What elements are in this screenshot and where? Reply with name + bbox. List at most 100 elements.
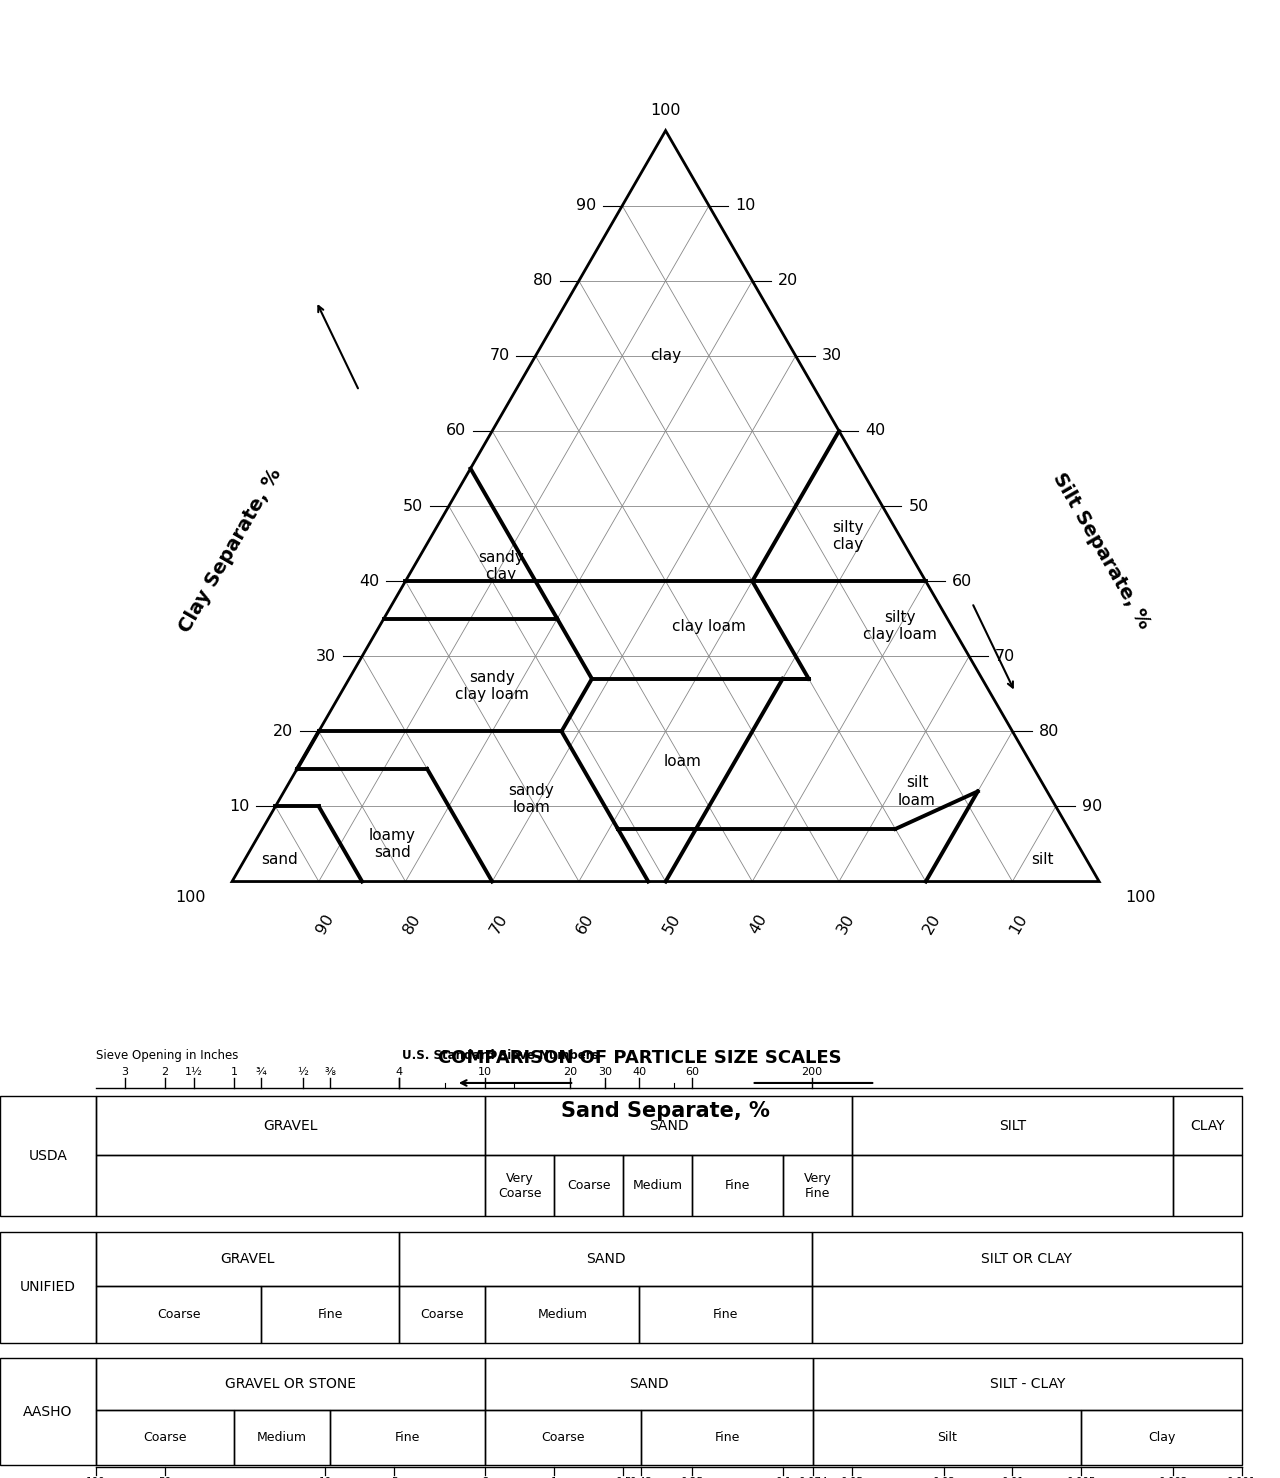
Text: 100: 100 (175, 890, 206, 905)
Text: clay: clay (650, 349, 681, 364)
Text: 90: 90 (576, 198, 596, 213)
Bar (485, 1358, 813, 1410)
Bar (485, 1097, 852, 1156)
Bar (640, 1410, 813, 1465)
Text: Coarse: Coarse (143, 1431, 187, 1444)
Text: 30: 30 (598, 1067, 612, 1077)
Text: 20: 20 (920, 912, 943, 937)
Bar (485, 1410, 640, 1465)
Text: 90: 90 (314, 912, 337, 937)
Text: 1½: 1½ (184, 1067, 202, 1077)
Bar (485, 1156, 554, 1216)
Text: SAND: SAND (630, 1377, 669, 1391)
Text: 80: 80 (532, 273, 553, 288)
Text: 40: 40 (360, 573, 379, 588)
Bar (812, 1286, 1242, 1344)
Text: 80: 80 (1038, 724, 1059, 739)
Text: 70: 70 (995, 649, 1015, 664)
Text: ⅜: ⅜ (325, 1067, 335, 1077)
Bar (852, 1097, 1172, 1156)
Text: 40: 40 (865, 424, 886, 439)
Text: CLAY: CLAY (1190, 1119, 1225, 1134)
Text: 90: 90 (1082, 800, 1102, 814)
Text: 2: 2 (161, 1067, 169, 1077)
Text: Fine: Fine (317, 1308, 343, 1321)
Text: 30: 30 (316, 649, 337, 664)
Bar (812, 1231, 1242, 1286)
Text: 10: 10 (735, 198, 755, 213)
Text: 70: 70 (489, 349, 509, 364)
Text: UNIFIED: UNIFIED (20, 1280, 76, 1295)
Text: 30: 30 (822, 349, 842, 364)
Text: AASHO: AASHO (23, 1404, 73, 1419)
Text: 100: 100 (1125, 890, 1156, 905)
Text: SAND: SAND (586, 1252, 626, 1265)
Text: 10: 10 (1007, 912, 1030, 937)
Text: 200: 200 (801, 1067, 823, 1077)
Bar (852, 1156, 1172, 1216)
Bar (399, 1231, 812, 1286)
Bar (485, 1286, 640, 1344)
Text: Coarse: Coarse (157, 1308, 201, 1321)
Text: 40: 40 (748, 912, 771, 937)
Text: ½: ½ (297, 1067, 308, 1077)
Text: Coarse: Coarse (421, 1308, 463, 1321)
Text: Clay: Clay (1148, 1431, 1175, 1444)
Bar (399, 1286, 485, 1344)
Text: 4: 4 (396, 1067, 403, 1077)
Text: SILT - CLAY: SILT - CLAY (989, 1377, 1065, 1391)
Bar (96, 1286, 261, 1344)
Text: ¾: ¾ (256, 1067, 266, 1077)
Text: Sand Separate, %: Sand Separate, % (561, 1101, 771, 1122)
Text: GRAVEL: GRAVEL (264, 1119, 317, 1134)
Text: Fine: Fine (396, 1431, 420, 1444)
Text: 1: 1 (230, 1067, 238, 1077)
Text: 60: 60 (952, 573, 972, 588)
Bar (96, 1358, 485, 1410)
Text: Very
Coarse: Very Coarse (498, 1172, 541, 1200)
Text: silty
clay loam: silty clay loam (863, 610, 937, 643)
Bar (96, 1156, 485, 1216)
Text: COMPARISON OF PARTICLE SIZE SCALES: COMPARISON OF PARTICLE SIZE SCALES (438, 1048, 842, 1067)
Bar (692, 1156, 783, 1216)
Text: silt
loam: silt loam (899, 776, 936, 807)
Text: 10: 10 (479, 1067, 493, 1077)
Text: 80: 80 (401, 912, 424, 937)
Text: Silt: Silt (937, 1431, 957, 1444)
Bar (1172, 1097, 1242, 1156)
Text: Medium: Medium (257, 1431, 307, 1444)
Text: SILT OR CLAY: SILT OR CLAY (982, 1252, 1073, 1265)
Text: U.S. Standard Sieve Numbers: U.S. Standard Sieve Numbers (402, 1048, 598, 1061)
Bar (640, 1286, 812, 1344)
Text: silty
clay: silty clay (832, 520, 864, 553)
Text: sandy
loam: sandy loam (508, 783, 554, 816)
Text: USDA: USDA (28, 1150, 68, 1163)
Text: Medium: Medium (538, 1308, 588, 1321)
Text: clay loam: clay loam (672, 619, 746, 634)
Bar (1172, 1156, 1242, 1216)
Text: 60: 60 (445, 424, 466, 439)
Bar (261, 1286, 399, 1344)
Text: silt: silt (1032, 851, 1053, 866)
Text: SAND: SAND (649, 1119, 689, 1134)
Text: Fine: Fine (713, 1308, 739, 1321)
Text: sandy
clay loam: sandy clay loam (456, 670, 529, 702)
Text: loam: loam (664, 754, 701, 769)
Text: 70: 70 (488, 912, 511, 937)
Text: 3: 3 (122, 1067, 128, 1077)
Bar (813, 1358, 1242, 1410)
Text: 20: 20 (778, 273, 799, 288)
Text: 50: 50 (660, 912, 684, 937)
Text: 20: 20 (273, 724, 293, 739)
Bar (0, 1097, 96, 1216)
Text: 40: 40 (632, 1067, 646, 1077)
Bar (96, 1410, 234, 1465)
Text: Very
Fine: Very Fine (804, 1172, 832, 1200)
Text: loamy
sand: loamy sand (369, 828, 416, 860)
Bar (330, 1410, 485, 1465)
Text: Silt Separate, %: Silt Separate, % (1048, 470, 1153, 633)
Text: Clay Separate, %: Clay Separate, % (175, 466, 285, 637)
Text: Coarse: Coarse (567, 1179, 611, 1193)
Text: SILT: SILT (998, 1119, 1027, 1134)
Bar (1082, 1410, 1242, 1465)
